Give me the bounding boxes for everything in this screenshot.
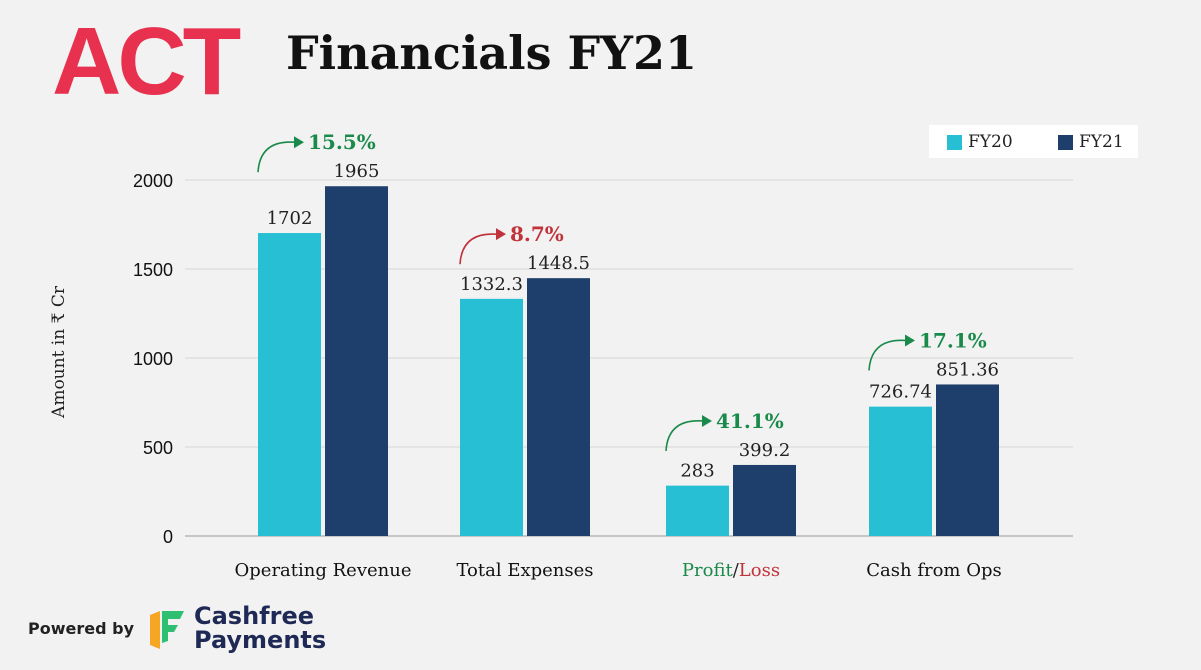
bar-fy20 — [460, 298, 523, 536]
bar-fy21 — [936, 384, 999, 536]
legend-item-fy20: FY20 — [947, 132, 1013, 152]
page-title: Financials FY21 — [286, 26, 698, 80]
bar-fy20 — [666, 485, 729, 536]
growth-label: 15.5% — [308, 130, 376, 154]
growth-label: 17.1% — [919, 328, 987, 352]
data-label: 1332.3 — [460, 274, 523, 295]
growth-arrowhead — [702, 414, 712, 427]
growth-arrow — [459, 233, 497, 265]
growth-arrowhead — [496, 228, 506, 241]
y-tick-label: 500 — [143, 438, 173, 458]
powered-by-brand: Powered by Cashfree Payments — [28, 604, 326, 652]
x-tick-label: Profit/Loss — [682, 560, 780, 581]
y-axis-label: Amount in ₹ Cr — [49, 285, 69, 419]
data-label: 399.2 — [739, 440, 791, 461]
bar-fy21 — [733, 464, 796, 536]
growth-arrow — [868, 339, 906, 371]
data-label: 1702 — [267, 208, 313, 229]
growth-arrow — [257, 141, 295, 173]
legend-swatch-fy21 — [1058, 134, 1073, 150]
growth-arrowhead — [294, 136, 304, 149]
powered-by-label: Powered by — [28, 618, 134, 638]
brand-line-1: Cashfree — [194, 602, 315, 630]
legend-swatch-fy20 — [947, 134, 962, 150]
legend-item-fy21: FY21 — [1058, 132, 1124, 152]
legend: FY20 FY21 — [929, 125, 1138, 158]
x-tick-label: Total Expenses — [456, 560, 593, 581]
growth-label: 41.1% — [716, 409, 784, 433]
legend-label-fy20: FY20 — [968, 132, 1013, 152]
cashfree-logo-icon — [150, 611, 184, 649]
y-tick-label: 1500 — [133, 260, 173, 280]
legend-label-fy21: FY21 — [1079, 132, 1124, 152]
y-tick-label: 2000 — [133, 171, 173, 191]
data-label: 283 — [680, 461, 714, 482]
growth-arrowhead — [905, 334, 915, 347]
y-tick-label: 0 — [163, 527, 173, 547]
data-label: 1448.5 — [527, 253, 590, 274]
bar-fy20 — [258, 233, 321, 536]
bar-fy21 — [527, 278, 590, 536]
data-label: 1965 — [334, 161, 380, 182]
data-label: 851.36 — [936, 359, 999, 380]
growth-label: 8.7% — [510, 222, 564, 246]
x-tick-label: Cash from Ops — [866, 560, 1001, 581]
bar-fy20 — [869, 406, 932, 536]
data-label: 726.74 — [869, 382, 932, 403]
y-tick-label: 1000 — [133, 349, 173, 369]
x-tick-label: Operating Revenue — [235, 560, 412, 581]
growth-arrow — [665, 420, 703, 451]
brand-line-2: Payments — [194, 626, 327, 654]
bar-fy21 — [325, 186, 388, 537]
act-logo: ACT — [52, 8, 241, 115]
cashfree-brand-name: Cashfree Payments — [194, 604, 326, 652]
